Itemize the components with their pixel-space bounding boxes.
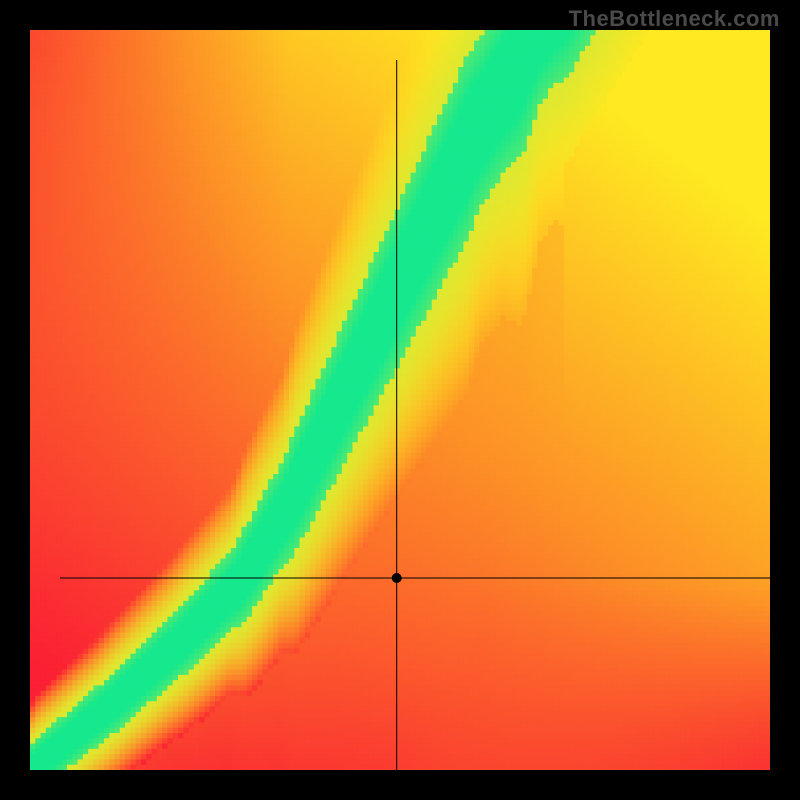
bottleneck-heatmap xyxy=(30,30,770,770)
plot-area xyxy=(30,30,770,770)
chart-container: TheBottleneck.com xyxy=(0,0,800,800)
watermark-text: TheBottleneck.com xyxy=(569,6,780,32)
